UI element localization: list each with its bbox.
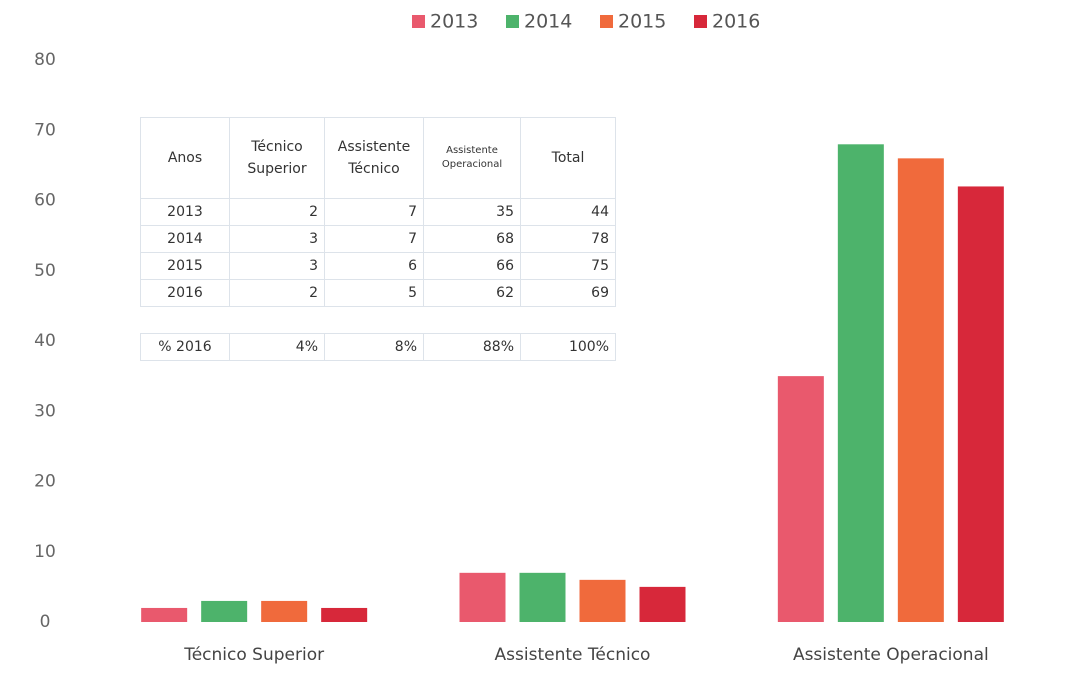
percent-cell: 8%: [324, 333, 424, 361]
bar: [897, 158, 944, 622]
header-row: Anos Técnico Superior Assistente Técnico As…: [140, 117, 616, 199]
x-tick-label: Técnico Superior: [183, 645, 324, 665]
legend-swatch: [694, 15, 707, 28]
year-cell: 2014: [140, 225, 230, 253]
total-cell: 69: [520, 279, 616, 307]
y-tick-label: 60: [34, 191, 56, 211]
value-cell: 5: [324, 279, 424, 307]
percent-label: % 2016: [140, 333, 230, 361]
bar: [837, 144, 884, 623]
legend-label: 2013: [430, 11, 478, 33]
bar: [957, 186, 1004, 622]
y-tick-label: 30: [34, 401, 56, 421]
legend-swatch: [600, 15, 613, 28]
bar: [579, 579, 626, 622]
value-cell: 68: [423, 225, 521, 253]
value-cell: 2: [229, 198, 325, 226]
value-cell: 3: [229, 225, 325, 253]
bar: [321, 607, 368, 622]
y-tick-label: 40: [34, 331, 56, 351]
value-cell: 66: [423, 252, 521, 280]
y-tick-label: 0: [40, 612, 51, 632]
data-row: 2014 3 7 68 78: [140, 225, 616, 253]
spacer-cell: [229, 306, 325, 334]
data-row: 2013 2 7 35 44: [140, 198, 616, 226]
y-tick-label: 20: [34, 472, 56, 492]
year-cell: 2016: [140, 279, 230, 307]
legend-label: 2015: [618, 11, 666, 33]
total-cell: 78: [520, 225, 616, 253]
y-tick-label: 70: [34, 120, 56, 140]
bar: [141, 607, 188, 622]
value-cell: 6: [324, 252, 424, 280]
bar: [459, 572, 506, 622]
bar: [639, 586, 686, 622]
spacer-cell: [423, 306, 521, 334]
header-cell: Técnico Superior: [229, 117, 325, 199]
y-tick-label: 10: [34, 542, 56, 562]
y-tick-label: 50: [34, 261, 56, 281]
spacer-cell: [324, 306, 424, 334]
spacer-cell: [140, 306, 230, 334]
total-cell: 75: [520, 252, 616, 280]
bar: [261, 600, 308, 622]
bar: [777, 376, 824, 622]
header-cell: Anos: [140, 117, 230, 199]
x-tick-label: Assistente Operacional: [793, 645, 989, 665]
data-row: 2015 3 6 66 75: [140, 252, 616, 280]
spacer-row: [140, 306, 616, 334]
data-table: Anos Técnico Superior Assistente Técnico As…: [140, 117, 616, 361]
legend-label: 2016: [712, 11, 760, 33]
legend-swatch: [506, 15, 519, 28]
header-cell: Assistente Operacional: [423, 117, 521, 199]
data-row: 2016 2 5 62 69: [140, 279, 616, 307]
percent-cell: 88%: [423, 333, 521, 361]
value-cell: 7: [324, 225, 424, 253]
legend-label: 2014: [524, 11, 572, 33]
value-cell: 62: [423, 279, 521, 307]
value-cell: 35: [423, 198, 521, 226]
bar: [519, 572, 566, 622]
year-cell: 2013: [140, 198, 230, 226]
percent-cell: 100%: [520, 333, 616, 361]
value-cell: 7: [324, 198, 424, 226]
percent-row: % 2016 4% 8% 88% 100%: [140, 333, 616, 361]
header-cell: Total: [520, 117, 616, 199]
bar: [201, 600, 248, 622]
x-tick-label: Assistente Técnico: [495, 645, 651, 665]
legend-swatch: [412, 15, 425, 28]
value-cell: 3: [229, 252, 325, 280]
header-cell: Assistente Técnico: [324, 117, 424, 199]
spacer-cell: [520, 306, 616, 334]
year-cell: 2015: [140, 252, 230, 280]
percent-cell: 4%: [229, 333, 325, 361]
value-cell: 2: [229, 279, 325, 307]
total-cell: 44: [520, 198, 616, 226]
y-tick-label: 80: [34, 50, 56, 70]
